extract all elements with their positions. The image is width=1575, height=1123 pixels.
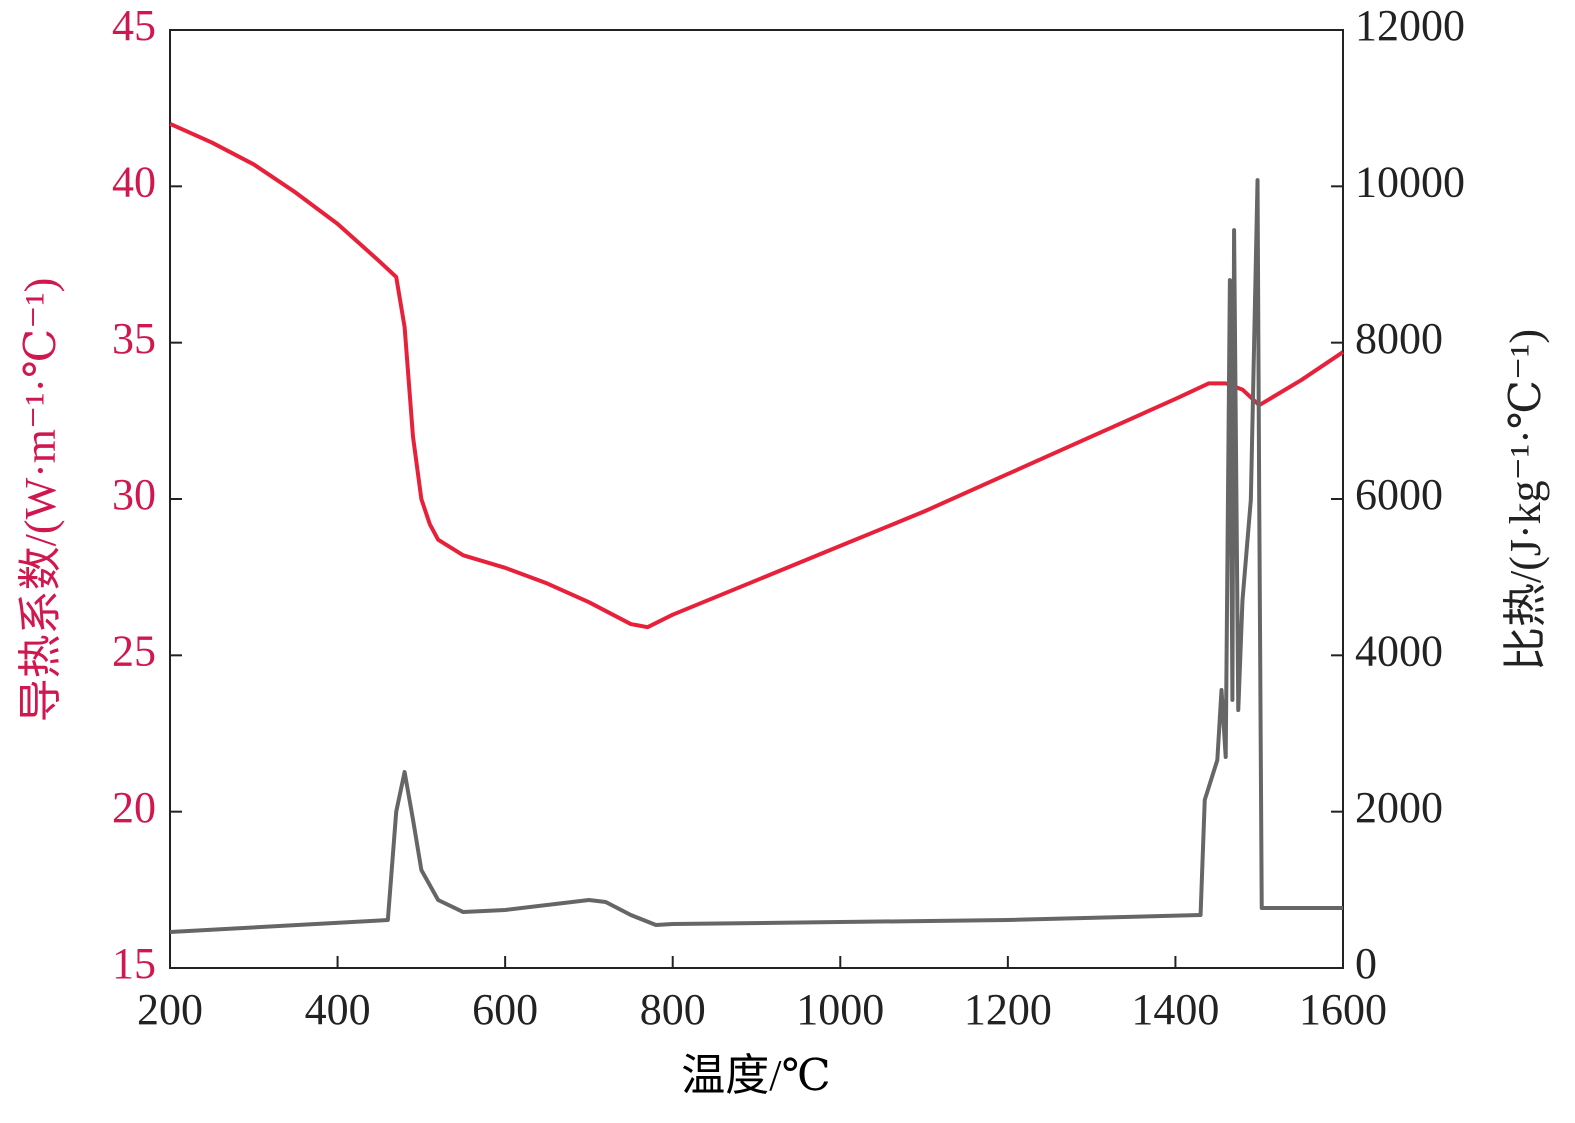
- y2-tick-label: 12000: [1355, 1, 1465, 50]
- x-tick-label: 1400: [1131, 985, 1219, 1034]
- y2-tick-label: 4000: [1355, 626, 1443, 675]
- plot-frame: [169, 29, 1344, 969]
- x-tick-label: 800: [640, 985, 706, 1034]
- y-tick-label: 20: [112, 783, 156, 832]
- y-tick-label: 35: [112, 314, 156, 363]
- y-tick-label: 45: [112, 1, 156, 50]
- y2-tick-label: 8000: [1355, 314, 1443, 363]
- x-tick-label: 400: [305, 985, 371, 1034]
- y-tick-label: 25: [112, 626, 156, 675]
- x-tick-label: 1600: [1299, 985, 1387, 1034]
- y2-tick-label: 2000: [1355, 783, 1443, 832]
- x-tick-label: 1000: [796, 985, 884, 1034]
- y-tick-label: 30: [112, 470, 156, 519]
- y-axis-label: 导热系数/(W·m⁻¹·℃⁻¹): [16, 278, 65, 723]
- y2-tick-label: 0: [1355, 939, 1377, 988]
- y2-tick-label: 6000: [1355, 470, 1443, 519]
- x-tick-label: 600: [472, 985, 538, 1034]
- x-axis-label: 温度/℃: [681, 1051, 830, 1100]
- x-tick-label: 1200: [964, 985, 1052, 1034]
- y-tick-label: 40: [112, 157, 156, 206]
- y2-tick-label: 10000: [1355, 157, 1465, 206]
- y2-axis-label: 比热/(J·kg⁻¹·℃⁻¹): [1501, 329, 1550, 671]
- x-tick-label: 200: [137, 985, 203, 1034]
- series-line: [169, 121, 1345, 630]
- y-tick-label: 15: [112, 939, 156, 988]
- series-line: [169, 178, 1343, 935]
